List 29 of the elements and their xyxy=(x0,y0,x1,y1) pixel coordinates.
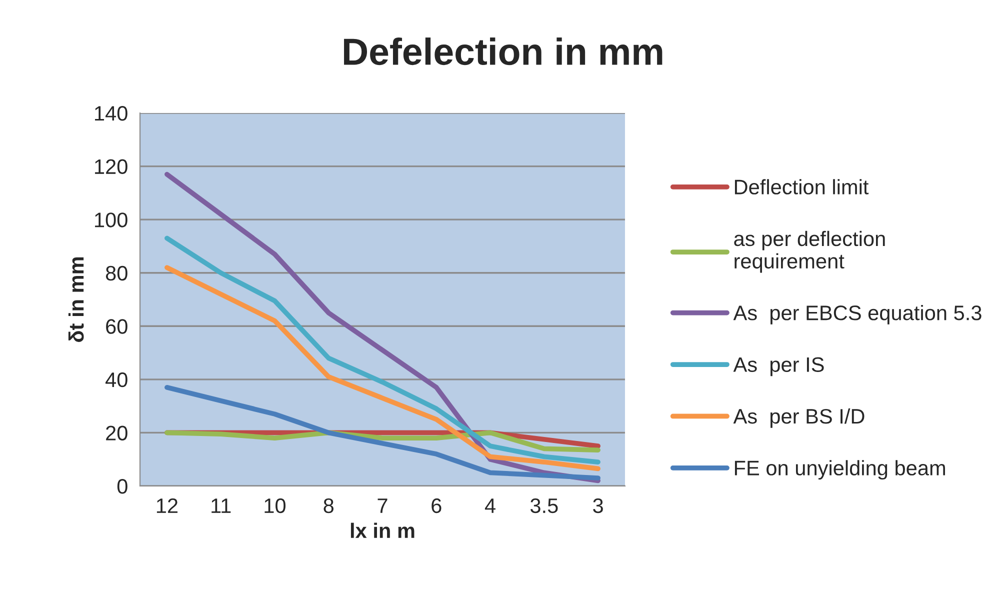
legend-label: Deflection limit xyxy=(734,179,869,194)
y-tick-label: 0 xyxy=(117,479,128,494)
chart-title: Defelection in mm xyxy=(344,38,662,66)
y-tick-label: 80 xyxy=(106,266,128,281)
y-axis-title: δt in mm xyxy=(68,257,84,342)
legend-label: As per EBCS equation 5.3 xyxy=(733,304,982,324)
y-tick-label: 140 xyxy=(95,106,128,121)
y-tick-label: 40 xyxy=(106,372,128,388)
x-tick-label: 10 xyxy=(264,498,286,514)
legend-label: FE on unyielding beam xyxy=(734,460,945,480)
y-tick-label: 100 xyxy=(95,212,128,228)
x-tick-label: 3.5 xyxy=(530,498,558,514)
y-tick-label: 120 xyxy=(95,159,128,174)
line-series xyxy=(164,265,600,472)
legend-label: As per BS I/D xyxy=(733,408,864,428)
y-tick-label: 60 xyxy=(106,319,128,334)
x-tick-label: 6 xyxy=(432,498,442,514)
legend-label: As per IS xyxy=(733,357,824,376)
line-series xyxy=(164,384,600,480)
y-tick-label: 20 xyxy=(106,426,128,440)
x-axis-title: lx in m xyxy=(350,522,414,538)
x-tick-label: 8 xyxy=(324,498,334,514)
x-tick-label: 3 xyxy=(593,498,603,514)
line-series xyxy=(164,236,600,464)
x-tick-label: 12 xyxy=(156,498,178,513)
x-tick-label: 7 xyxy=(378,498,388,513)
x-tick-label: 4 xyxy=(484,498,496,513)
x-tick-label: 11 xyxy=(212,498,231,513)
legend-label: as per deflection requirement xyxy=(734,230,885,273)
